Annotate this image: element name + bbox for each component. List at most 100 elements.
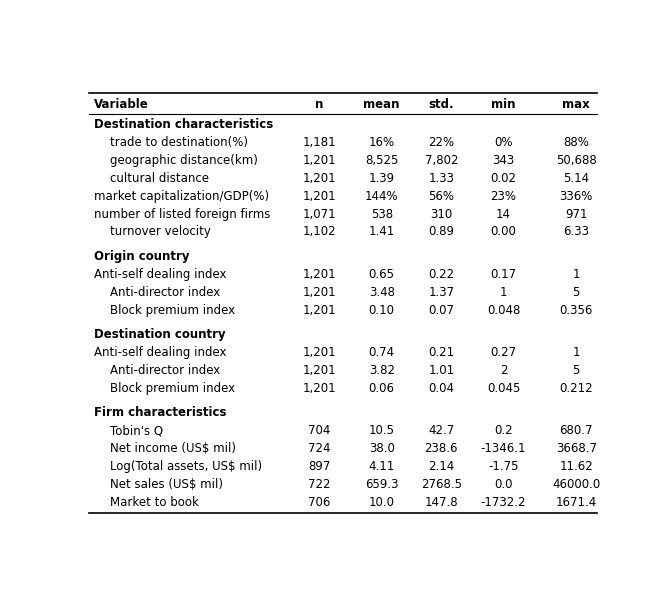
Text: 0.356: 0.356 <box>559 304 593 316</box>
Text: trade to destination(%): trade to destination(%) <box>110 136 248 149</box>
Text: 23%: 23% <box>490 190 516 202</box>
Text: cultural distance: cultural distance <box>110 172 209 185</box>
Text: Variable: Variable <box>94 98 149 111</box>
Text: 680.7: 680.7 <box>559 424 593 437</box>
Text: min: min <box>491 98 516 111</box>
Text: Net sales (US$ mil): Net sales (US$ mil) <box>110 478 223 490</box>
Text: 1: 1 <box>573 268 580 281</box>
Text: 3.82: 3.82 <box>369 364 395 377</box>
Text: 0.2: 0.2 <box>494 424 513 437</box>
Text: 0.65: 0.65 <box>369 268 395 281</box>
Text: 1,102: 1,102 <box>302 225 337 239</box>
Text: 1,201: 1,201 <box>302 190 337 202</box>
Text: 4.11: 4.11 <box>369 460 395 473</box>
Text: 1,201: 1,201 <box>302 172 337 185</box>
Text: 1: 1 <box>500 286 507 298</box>
Text: 144%: 144% <box>365 190 399 202</box>
Text: 971: 971 <box>565 208 587 220</box>
Text: Net income (US$ mil): Net income (US$ mil) <box>110 442 235 455</box>
Text: 0.045: 0.045 <box>487 382 520 394</box>
Text: 343: 343 <box>492 154 514 167</box>
Text: 310: 310 <box>430 208 452 220</box>
Text: 538: 538 <box>371 208 393 220</box>
Text: 56%: 56% <box>428 190 454 202</box>
Text: 0%: 0% <box>494 136 513 149</box>
Text: 1,201: 1,201 <box>302 382 337 394</box>
Text: 0.07: 0.07 <box>428 304 454 316</box>
Text: 5: 5 <box>573 364 580 377</box>
Text: 238.6: 238.6 <box>425 442 458 455</box>
Text: 1,201: 1,201 <box>302 268 337 281</box>
Text: 147.8: 147.8 <box>425 496 458 509</box>
Text: 3668.7: 3668.7 <box>556 442 597 455</box>
Text: 1: 1 <box>573 346 580 359</box>
Text: -1732.2: -1732.2 <box>481 496 527 509</box>
Text: 10.0: 10.0 <box>369 496 395 509</box>
Text: 10.5: 10.5 <box>369 424 395 437</box>
Text: Tobin's Q: Tobin's Q <box>110 424 163 437</box>
Text: 1,201: 1,201 <box>302 364 337 377</box>
Text: 0.048: 0.048 <box>487 304 520 316</box>
Text: 0.21: 0.21 <box>428 346 454 359</box>
Text: 2.14: 2.14 <box>428 460 454 473</box>
Text: Destination characteristics: Destination characteristics <box>94 118 273 131</box>
Text: -1346.1: -1346.1 <box>481 442 527 455</box>
Text: 1.37: 1.37 <box>428 286 454 298</box>
Text: 0.27: 0.27 <box>490 346 516 359</box>
Text: 38.0: 38.0 <box>369 442 395 455</box>
Text: 1.39: 1.39 <box>369 172 395 185</box>
Text: geographic distance(km): geographic distance(km) <box>110 154 258 167</box>
Text: 2768.5: 2768.5 <box>421 478 462 490</box>
Text: n: n <box>315 98 324 111</box>
Text: 0.89: 0.89 <box>428 225 454 239</box>
Text: 0.22: 0.22 <box>428 268 454 281</box>
Text: 1,201: 1,201 <box>302 346 337 359</box>
Text: mean: mean <box>363 98 400 111</box>
Text: 659.3: 659.3 <box>365 478 399 490</box>
Text: 50,688: 50,688 <box>556 154 597 167</box>
Text: 46000.0: 46000.0 <box>552 478 600 490</box>
Text: 1,181: 1,181 <box>302 136 337 149</box>
Text: Anti-director index: Anti-director index <box>110 364 220 377</box>
Text: 1.33: 1.33 <box>428 172 454 185</box>
Text: 0.74: 0.74 <box>369 346 395 359</box>
Text: std.: std. <box>429 98 454 111</box>
Text: 5.14: 5.14 <box>563 172 589 185</box>
Text: 724: 724 <box>308 442 330 455</box>
Text: Origin country: Origin country <box>94 250 189 263</box>
Text: 0.10: 0.10 <box>369 304 395 316</box>
Text: max: max <box>563 98 590 111</box>
Text: 1.41: 1.41 <box>369 225 395 239</box>
Text: 1,201: 1,201 <box>302 304 337 316</box>
Text: 0.00: 0.00 <box>490 225 516 239</box>
Text: -1.75: -1.75 <box>488 460 519 473</box>
Text: 1,201: 1,201 <box>302 286 337 298</box>
Text: Log(Total assets, US$ mil): Log(Total assets, US$ mil) <box>110 460 262 473</box>
Text: 722: 722 <box>308 478 330 490</box>
Text: market capitalization/GDP(%): market capitalization/GDP(%) <box>94 190 269 202</box>
Text: 0.02: 0.02 <box>490 172 516 185</box>
Text: 0.212: 0.212 <box>559 382 593 394</box>
Text: 3.48: 3.48 <box>369 286 395 298</box>
Text: 1671.4: 1671.4 <box>555 496 597 509</box>
Text: 0.04: 0.04 <box>428 382 454 394</box>
Text: Anti-self dealing index: Anti-self dealing index <box>94 268 227 281</box>
Text: Block premium index: Block premium index <box>110 304 235 316</box>
Text: 42.7: 42.7 <box>428 424 454 437</box>
Text: number of listed foreign firms: number of listed foreign firms <box>94 208 270 220</box>
Text: Destination country: Destination country <box>94 328 225 341</box>
Text: Anti-self dealing index: Anti-self dealing index <box>94 346 227 359</box>
Text: 897: 897 <box>308 460 330 473</box>
Text: 0.0: 0.0 <box>494 478 513 490</box>
Text: 706: 706 <box>308 496 330 509</box>
Text: 1.01: 1.01 <box>428 364 454 377</box>
Text: Market to book: Market to book <box>110 496 199 509</box>
Text: Firm characteristics: Firm characteristics <box>94 406 227 419</box>
Text: 2: 2 <box>500 364 507 377</box>
Text: 1,071: 1,071 <box>302 208 337 220</box>
Text: 11.62: 11.62 <box>559 460 593 473</box>
Text: 16%: 16% <box>369 136 395 149</box>
Text: Block premium index: Block premium index <box>110 382 235 394</box>
Text: turnover velocity: turnover velocity <box>110 225 211 239</box>
Text: 5: 5 <box>573 286 580 298</box>
